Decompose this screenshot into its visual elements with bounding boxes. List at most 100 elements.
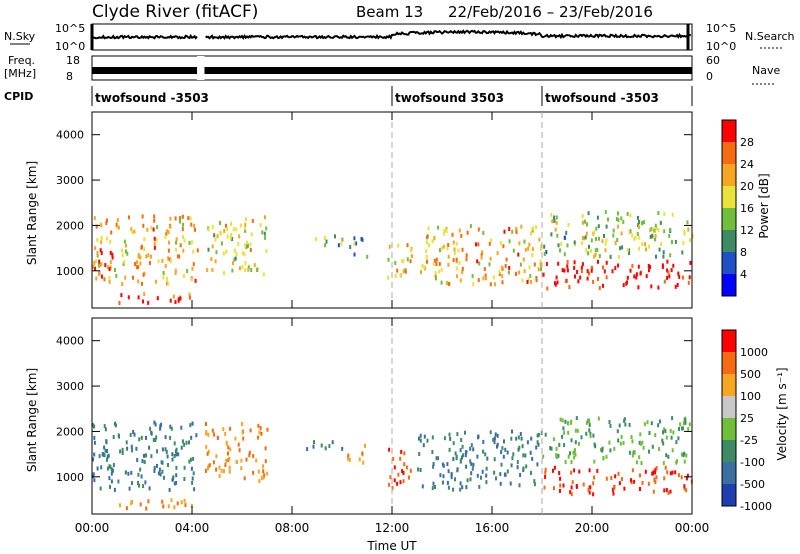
power-scatter-point xyxy=(492,275,495,280)
velocity-scatter-point xyxy=(669,429,672,433)
velocity-scatter-point xyxy=(677,473,680,478)
power-scatter-point xyxy=(435,257,438,262)
power-scatter-point xyxy=(431,239,434,244)
velocity-scatter-point xyxy=(183,498,186,503)
velocity-scatter-point xyxy=(191,476,194,481)
velocity-scatter-point xyxy=(670,435,673,440)
power-scatter-point xyxy=(100,240,103,245)
velocity-scatter-point xyxy=(662,461,665,466)
power-scatter-point xyxy=(341,237,344,242)
power-scatter-point xyxy=(533,262,536,267)
velocity-scatter-point xyxy=(493,440,496,445)
velocity-scatter-point xyxy=(482,449,485,454)
power-scatter-point xyxy=(406,243,409,248)
power-scatter-point xyxy=(243,252,246,257)
power-scatter-point xyxy=(167,230,170,235)
nsearch-tick-bottom: 10^0 xyxy=(706,40,736,53)
power-scatter-point xyxy=(477,278,480,283)
power-scatter-point xyxy=(453,251,456,256)
velocity-scatter-point xyxy=(171,477,174,482)
velocity-scatter-point xyxy=(633,450,636,455)
velocity-scatter-point xyxy=(651,444,654,449)
velocity-scatter-point xyxy=(175,465,178,470)
power-scatter-point xyxy=(657,228,660,232)
velocity-scatter-point xyxy=(403,451,406,456)
power-scatter-point xyxy=(433,236,436,241)
velocity-scatter-point xyxy=(159,426,162,431)
velocity-scatter-point xyxy=(156,449,158,454)
power-scatter-point xyxy=(189,295,191,300)
power-scatter-point xyxy=(477,227,480,232)
power-scatter-point xyxy=(232,261,234,265)
velocity-scatter-point xyxy=(685,488,688,493)
power-scatter-point xyxy=(261,230,264,235)
velocity-scatter-point xyxy=(419,438,422,443)
velocity-scatter-point xyxy=(685,476,688,481)
power-ytick-label: 3000 xyxy=(56,174,84,187)
power-scatter-point xyxy=(178,254,181,259)
velocity-scatter-point xyxy=(432,464,435,469)
velocity-scatter-point xyxy=(92,474,95,479)
velocity-scatter-point xyxy=(112,435,115,439)
velocity-scatter-point xyxy=(129,432,132,437)
power-scatter-point xyxy=(662,250,665,255)
power-scatter-point xyxy=(241,265,244,270)
velocity-scatter-point xyxy=(207,449,210,454)
power-scatter-point xyxy=(586,269,589,274)
power-scatter-point xyxy=(265,249,268,253)
power-scatter-point xyxy=(95,224,98,229)
velocity-scatter-point xyxy=(667,454,670,459)
velocity-scatter-point xyxy=(519,473,522,477)
power-scatter-point xyxy=(592,279,595,284)
power-scatter-point xyxy=(496,251,499,256)
power-scatter-point xyxy=(244,260,247,265)
power-scatter-point xyxy=(406,257,409,262)
velocity-colorbar-tick: -1000 xyxy=(740,500,772,513)
power-scatter-point xyxy=(649,265,652,270)
power-scatter-point xyxy=(168,240,170,245)
power-scatter-point xyxy=(244,226,246,230)
velocity-scatter-point xyxy=(465,485,468,490)
power-scatter-point xyxy=(500,241,503,246)
power-colorbar-tick: 20 xyxy=(740,180,754,193)
velocity-scatter-point xyxy=(245,457,248,462)
velocity-scatter-point xyxy=(240,466,243,471)
velocity-ylabel: Slant Range [km] xyxy=(25,368,39,472)
power-scatter-point xyxy=(587,211,590,216)
power-scatter-point xyxy=(529,273,532,278)
power-scatter-point xyxy=(523,239,526,244)
power-scatter-point xyxy=(181,214,184,219)
velocity-scatter-point xyxy=(109,465,112,470)
velocity-scatter-point xyxy=(180,500,183,505)
power-scatter-point xyxy=(631,233,634,238)
velocity-scatter-point xyxy=(544,470,547,475)
velocity-scatter-point xyxy=(215,454,218,459)
power-scatter-point xyxy=(511,229,514,234)
velocity-scatter-point xyxy=(145,453,147,458)
velocity-colorbar-segment xyxy=(722,418,736,440)
velocity-scatter-point xyxy=(503,439,505,444)
power-scatter-point xyxy=(443,231,446,236)
velocity-scatter-point xyxy=(471,466,474,471)
velocity-scatter-point xyxy=(104,448,107,453)
velocity-scatter-point xyxy=(431,486,434,491)
velocity-scatter-point xyxy=(105,440,108,445)
power-scatter-point xyxy=(677,271,680,276)
power-scatter-point xyxy=(98,263,100,268)
power-scatter-point xyxy=(688,275,691,280)
velocity-scatter-point xyxy=(585,420,588,425)
velocity-scatter-point xyxy=(663,476,666,481)
velocity-scatter-point xyxy=(121,447,124,452)
power-scatter-point xyxy=(137,279,140,284)
velocity-scatter-point xyxy=(175,473,178,478)
power-scatter-point xyxy=(394,274,397,278)
velocity-scatter-point xyxy=(399,480,402,485)
freq-label-2: [MHz] xyxy=(4,67,36,80)
velocity-scatter-point xyxy=(115,423,117,428)
power-scatter-point xyxy=(605,238,608,243)
velocity-scatter-point xyxy=(328,444,331,449)
power-scatter-point xyxy=(186,269,189,273)
velocity-scatter-point xyxy=(452,441,455,446)
power-scatter-point xyxy=(682,275,684,280)
power-scatter-point xyxy=(581,236,584,240)
